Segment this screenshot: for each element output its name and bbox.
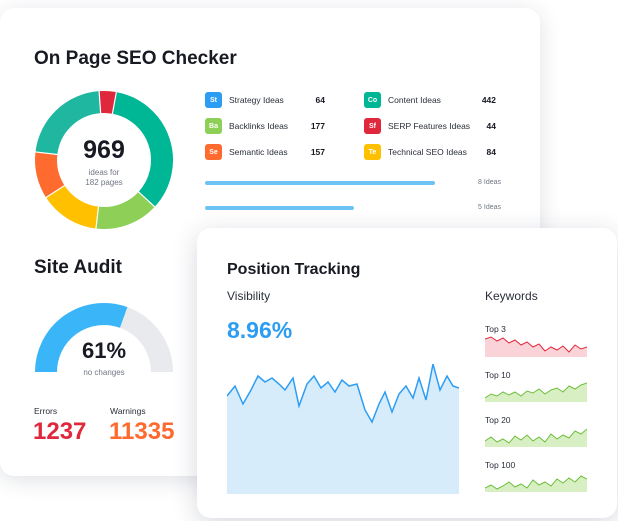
total-ideas-value: 969 xyxy=(83,136,125,164)
idea-item-content[interactable]: Co Content Ideas 442 xyxy=(364,92,496,108)
ideas-legend: St Strategy Ideas 64 Ba Backlinks Ideas … xyxy=(205,92,505,172)
total-ideas-caption-line1: ideas for xyxy=(88,168,120,177)
idea-item-technical-seo[interactable]: Te Technical SEO Ideas 84 xyxy=(364,144,496,160)
idea-item-semantic[interactable]: Se Semantic Ideas 157 xyxy=(205,144,325,160)
serp-badge-icon: Sf xyxy=(364,118,381,134)
total-ideas-caption-line2: 182 pages xyxy=(85,178,123,187)
visibility-label: Visibility xyxy=(227,289,271,303)
site-health-gauge xyxy=(35,303,173,373)
idea-count: 177 xyxy=(310,121,325,131)
keyword-group-label: Top 3 xyxy=(485,324,506,334)
keyword-sparkline-top-10[interactable] xyxy=(485,380,587,402)
idea-count: 64 xyxy=(315,95,325,105)
errors-label: Errors xyxy=(34,406,58,416)
strategy-badge-icon: St xyxy=(205,92,222,108)
ideas-progress-bar xyxy=(205,181,435,185)
donut-segment xyxy=(95,191,155,229)
donut-separator xyxy=(137,190,156,208)
idea-label: SERP Features Ideas xyxy=(388,121,471,131)
keyword-sparkline-top-3[interactable] xyxy=(485,335,587,357)
idea-count: 157 xyxy=(310,147,325,157)
idea-count: 44 xyxy=(486,121,496,131)
ideas-progress-label: 5 Ideas xyxy=(478,204,501,211)
keyword-sparkline-top-100[interactable] xyxy=(485,470,587,492)
idea-item-serp-features[interactable]: Sf SERP Features Ideas 44 xyxy=(364,118,496,134)
content-badge-icon: Co xyxy=(364,92,381,108)
ideas-progress-bar xyxy=(205,206,354,210)
backlinks-badge-icon: Ba xyxy=(205,118,222,134)
idea-item-backlinks[interactable]: Ba Backlinks Ideas 177 xyxy=(205,118,325,134)
site-health-caption: no changes xyxy=(83,368,125,377)
ideas-donut-chart xyxy=(34,90,173,230)
idea-count: 442 xyxy=(481,95,496,105)
position-tracking-title: Position Tracking xyxy=(227,261,361,278)
ideas-progress-label: 8 Ideas xyxy=(478,179,501,186)
donut-segment xyxy=(111,92,173,207)
keywords-label: Keywords xyxy=(485,289,538,303)
total-ideas-caption: ideas for 182 pages xyxy=(34,168,174,188)
site-health-percent: 61% xyxy=(81,338,127,363)
idea-label: Backlinks Ideas xyxy=(229,121,289,131)
donut-separator xyxy=(44,184,66,199)
visibility-area xyxy=(227,364,459,494)
keyword-group-label: Top 10 xyxy=(485,370,511,380)
keyword-group-label: Top 100 xyxy=(485,460,516,470)
donut-segment xyxy=(35,151,65,198)
keyword-group-label: Top 20 xyxy=(485,415,511,425)
idea-label: Semantic Ideas xyxy=(229,147,288,157)
idea-count: 84 xyxy=(486,147,496,157)
technical-badge-icon: Te xyxy=(364,144,381,160)
visibility-area-chart xyxy=(227,364,459,494)
semantic-badge-icon: Se xyxy=(205,144,222,160)
seo-checker-title: On Page SEO Checker xyxy=(34,48,237,69)
donut-segment xyxy=(35,91,102,156)
idea-label: Content Ideas xyxy=(388,95,441,105)
idea-item-strategy[interactable]: St Strategy Ideas 64 xyxy=(205,92,325,108)
donut-separator xyxy=(98,90,102,115)
errors-value[interactable]: 1237 xyxy=(33,418,87,445)
donut-separator xyxy=(34,151,59,156)
donut-center: 969 ideas for 182 pages xyxy=(34,90,174,230)
warnings-label: Warnings xyxy=(110,406,146,416)
warnings-value[interactable]: 11335 xyxy=(109,418,175,445)
donut-separator xyxy=(95,205,100,230)
donut-segment xyxy=(46,185,99,229)
visibility-value: 8.96% xyxy=(227,317,293,343)
idea-label: Strategy Ideas xyxy=(229,95,284,105)
site-audit-title: Site Audit xyxy=(34,257,122,278)
idea-label: Technical SEO Ideas xyxy=(388,147,467,157)
keyword-sparkline-top-20[interactable] xyxy=(485,425,587,447)
visibility-line xyxy=(227,364,459,424)
donut-separator xyxy=(111,91,118,115)
position-tracking-card: Position Tracking Visibility 8.96% Keywo… xyxy=(197,228,617,518)
